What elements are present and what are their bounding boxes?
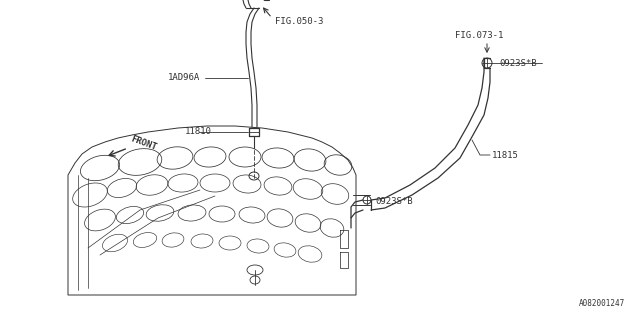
Polygon shape [68,126,356,295]
Text: FIG.073-1: FIG.073-1 [455,30,504,39]
Text: 11810: 11810 [185,127,212,137]
Text: FIG.050-3: FIG.050-3 [275,18,323,27]
Text: 0923S*B: 0923S*B [499,59,536,68]
Text: A082001247: A082001247 [579,299,625,308]
Text: FRONT: FRONT [130,134,158,152]
Text: 11815: 11815 [492,150,519,159]
Text: 1AD96A: 1AD96A [168,74,200,83]
Text: 0923S*B: 0923S*B [375,197,413,206]
